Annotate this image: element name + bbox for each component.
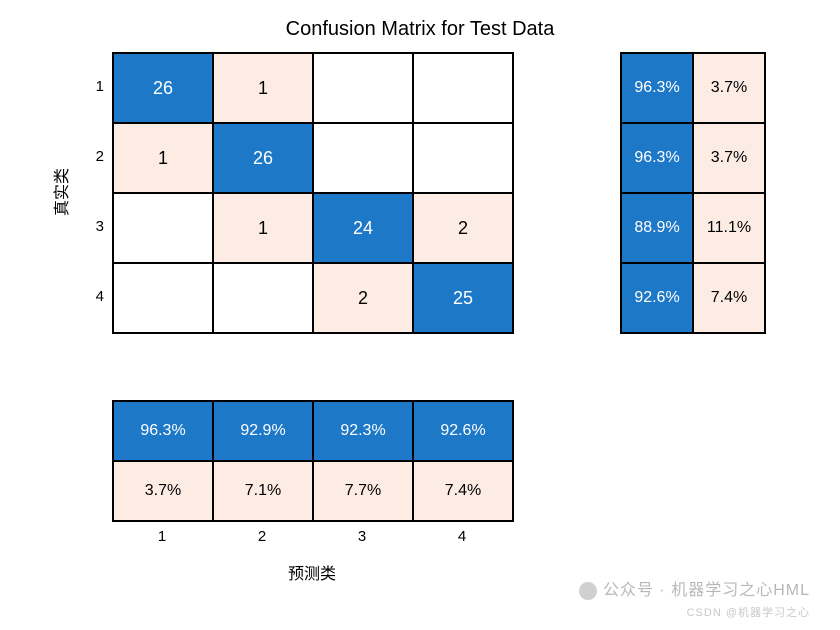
matrix-cell: 25 xyxy=(413,263,513,333)
matrix-cell xyxy=(313,123,413,193)
matrix-cell xyxy=(113,193,213,263)
col-summary-wrong: 7.1% xyxy=(213,461,313,521)
matrix-cell: 2 xyxy=(313,263,413,333)
x-axis-label: 预测类 xyxy=(288,560,336,584)
matrix-cell: 1 xyxy=(213,193,313,263)
matrix-cell xyxy=(113,263,213,333)
watermark-sub: CSDN @机器学习之心 xyxy=(687,604,810,620)
matrix-cell xyxy=(313,53,413,123)
x-tick: 2 xyxy=(247,528,277,545)
watermark-main: 公众号 · 机器学习之心HML xyxy=(579,576,810,600)
wechat-icon xyxy=(579,582,597,600)
col-summary-wrong: 7.7% xyxy=(313,461,413,521)
matrix-cell xyxy=(413,123,513,193)
y-tick: 4 xyxy=(74,288,104,305)
row-summary-wrong: 3.7% xyxy=(693,123,765,193)
col-summary-correct: 92.6% xyxy=(413,401,513,461)
chart-title: Confusion Matrix for Test Data xyxy=(286,18,555,41)
matrix-cell: 24 xyxy=(313,193,413,263)
matrix-cell: 1 xyxy=(213,53,313,123)
col-summary-correct: 96.3% xyxy=(113,401,213,461)
col-summary-panel: 96.3%92.9%92.3%92.6% 3.7%7.1%7.7%7.4% xyxy=(112,400,514,522)
matrix-cell: 1 xyxy=(113,123,213,193)
matrix-cell xyxy=(413,53,513,123)
col-summary-wrong: 7.4% xyxy=(413,461,513,521)
watermark-main-text: 公众号 · 机器学习之心HML xyxy=(603,582,810,599)
x-tick: 4 xyxy=(447,528,477,545)
row-summary-wrong: 3.7% xyxy=(693,53,765,123)
row-summary-correct: 96.3% xyxy=(621,123,693,193)
y-tick: 1 xyxy=(74,78,104,95)
x-tick: 1 xyxy=(147,528,177,545)
col-summary-wrong: 3.7% xyxy=(113,461,213,521)
y-tick: 3 xyxy=(74,218,104,235)
col-summary-correct: 92.3% xyxy=(313,401,413,461)
row-summary-correct: 92.6% xyxy=(621,263,693,333)
y-tick: 2 xyxy=(74,148,104,165)
y-axis-label: 真实类 xyxy=(48,168,72,216)
confusion-matrix: 2611261242225 xyxy=(112,52,514,334)
matrix-cell xyxy=(213,263,313,333)
row-summary-correct: 96.3% xyxy=(621,53,693,123)
row-summary-correct: 88.9% xyxy=(621,193,693,263)
matrix-cell: 26 xyxy=(213,123,313,193)
row-summary-panel: 96.3%3.7%96.3%3.7%88.9%11.1%92.6%7.4% xyxy=(620,52,766,334)
row-summary-wrong: 11.1% xyxy=(693,193,765,263)
row-summary-wrong: 7.4% xyxy=(693,263,765,333)
col-summary-correct: 92.9% xyxy=(213,401,313,461)
matrix-cell: 26 xyxy=(113,53,213,123)
matrix-cell: 2 xyxy=(413,193,513,263)
x-tick: 3 xyxy=(347,528,377,545)
